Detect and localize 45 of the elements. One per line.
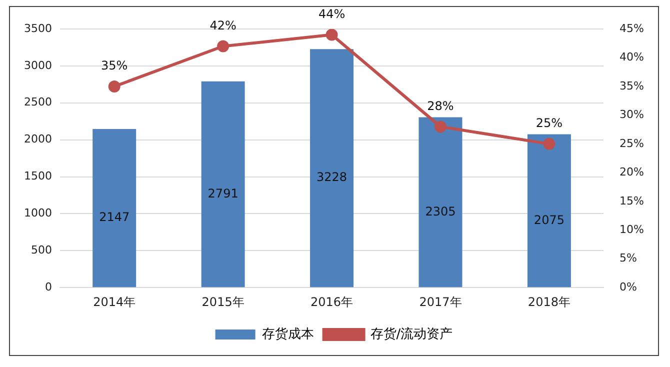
data-label: 2147 (99, 210, 130, 224)
data-label: 25% (536, 116, 563, 130)
x-tick-label: 2018年 (528, 294, 570, 309)
bar (92, 128, 136, 288)
y-tick-label: 1500 (24, 170, 52, 183)
point (108, 80, 120, 92)
data-label: 2075 (534, 212, 564, 227)
bar (527, 134, 571, 288)
data-label: 3228 (316, 170, 348, 184)
y-tick-label: 3500 (24, 22, 52, 35)
y2-tick-label: 35% (620, 79, 644, 92)
y-tick-label: 500 (30, 244, 52, 257)
y2-tick-label: 30% (620, 108, 644, 122)
data-label: 35% (101, 58, 128, 73)
data-label: 2305 (425, 204, 456, 218)
x-tick-label: 2016年 (310, 294, 354, 309)
y-tick-label: 1000 (24, 206, 52, 220)
y2-tick-label: 40% (620, 50, 644, 64)
data-label: 28% (427, 98, 454, 113)
y2-tick-label: 10% (620, 222, 644, 236)
bar (201, 81, 245, 288)
bar (418, 117, 462, 288)
y2-tick-label: 15% (620, 194, 644, 208)
data-label: 2791 (208, 186, 238, 200)
legend-label: 存货/流动资产 (370, 326, 453, 342)
x-tick-label: 2014年 (93, 294, 136, 309)
y-tick-label: 3000 (24, 58, 52, 72)
point (434, 120, 446, 133)
point (543, 138, 556, 150)
y2-tick-label: 25% (620, 136, 644, 150)
y2-tick-label: 45% (620, 22, 644, 35)
x-tick-label: 2015年 (202, 294, 244, 309)
data-label: 44% (318, 6, 346, 21)
point (217, 40, 230, 52)
y2-tick-label: 5% (620, 252, 638, 265)
x-tick-label: 2017年 (419, 294, 462, 309)
data-label: 42% (210, 18, 236, 32)
y2-tick-label: 20% (620, 166, 644, 179)
point (326, 29, 338, 41)
y-tick-label: 2000 (24, 132, 52, 146)
legend-label: 存货成本 (262, 326, 314, 342)
y-tick-label: 2500 (24, 96, 52, 109)
y2-tick-label: 0% (620, 280, 638, 294)
y-tick-label: 0 (44, 280, 52, 294)
bar (310, 49, 354, 288)
